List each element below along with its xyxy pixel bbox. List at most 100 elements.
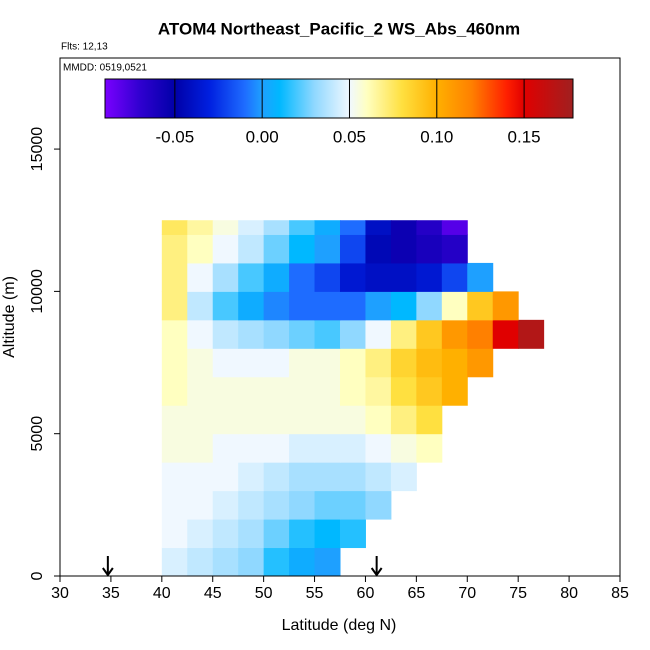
heat-cell [187, 519, 214, 549]
colorbar [104, 78, 574, 119]
heat-cell [416, 405, 443, 435]
heat-cell [416, 348, 443, 378]
x-tick-label: 55 [306, 585, 324, 602]
heat-cell [340, 462, 366, 492]
heat-cell [187, 547, 214, 577]
x-tick-label: 50 [255, 585, 273, 602]
heat-cell [161, 234, 188, 264]
colorbar-tick-label: 0.10 [420, 127, 453, 146]
heat-cell [212, 462, 239, 492]
heat-cell [161, 433, 188, 463]
x-tick-label: 75 [509, 585, 527, 602]
heat-cell [390, 291, 417, 321]
heat-cell [187, 291, 214, 321]
heat-cell [518, 319, 545, 349]
heat-cell [238, 220, 265, 235]
heat-cell [289, 462, 316, 492]
x-axis-label: Latitude (deg N) [282, 617, 397, 634]
heat-cell [263, 547, 290, 577]
heat-cell [467, 319, 494, 349]
heat-cell [161, 462, 188, 492]
heat-cell [492, 319, 519, 349]
heat-cell [238, 376, 265, 406]
heat-cell [212, 547, 239, 577]
heat-cell [187, 319, 214, 349]
arrow [102, 556, 114, 577]
heat-cell [263, 462, 290, 492]
heat-cell [340, 376, 366, 406]
colorbar-tick-label: -0.05 [155, 127, 194, 146]
heat-cell [187, 220, 214, 235]
heat-cell [416, 262, 443, 292]
heat-cell [340, 433, 366, 463]
colorbar-tick-label: 0.00 [246, 127, 279, 146]
heat-cell [187, 433, 214, 463]
y-tick-label: 10000 [29, 269, 46, 314]
heat-cell [314, 348, 341, 378]
heat-cell [390, 220, 417, 235]
heat-cell [289, 234, 316, 264]
heat-cell [187, 262, 214, 292]
heat-cell [467, 262, 494, 292]
y-axis-label: Altitude (m) [1, 276, 18, 358]
x-tick-label: 85 [611, 585, 629, 602]
heat-cell [238, 490, 265, 520]
plot-frame [59, 57, 621, 577]
heat-cell [187, 348, 214, 378]
heat-cell [263, 291, 290, 321]
x-tick-label: 45 [204, 585, 222, 602]
colorbar-tick-label: 0.05 [333, 127, 366, 146]
heat-cell [416, 291, 443, 321]
heat-cell [390, 319, 417, 349]
heat-cell [161, 348, 188, 378]
heat-cell [263, 405, 290, 435]
heat-cell [289, 490, 316, 520]
heat-cell [314, 519, 341, 549]
y-tick-label: 0 [29, 571, 46, 580]
heat-cell [212, 490, 239, 520]
heat-cell [416, 376, 443, 406]
heat-cell [467, 291, 494, 321]
heat-cell [492, 291, 519, 321]
y-tick-label: 15000 [29, 127, 46, 172]
heat-cell [263, 519, 290, 549]
chart-title: ATOM4 Northeast_Pacific_2 WS_Abs_460nm [158, 19, 520, 38]
heat-cell [314, 319, 341, 349]
heat-cell [365, 220, 392, 235]
heat-cell [238, 234, 265, 264]
heat-cell [212, 433, 239, 463]
heat-cell [289, 433, 316, 463]
heat-cell [314, 291, 341, 321]
arrow-head [370, 567, 383, 577]
heat-cell [289, 547, 316, 577]
heat-cell [416, 220, 443, 235]
heat-cell [390, 462, 417, 492]
heat-cell [161, 262, 188, 292]
heat-cell [161, 405, 188, 435]
heat-cell [441, 262, 468, 292]
y-tick-label: 5000 [29, 416, 46, 452]
heat-cell [365, 319, 392, 349]
heat-cell [263, 433, 290, 463]
heat-cell [441, 376, 468, 406]
subtitle: Flts: 12,13 [61, 42, 108, 53]
heat-cell [390, 348, 417, 378]
heat-cell [314, 234, 341, 264]
x-tick-label: 80 [560, 585, 578, 602]
heat-cell [340, 262, 366, 292]
heat-cell [467, 348, 494, 378]
heat-cell [187, 376, 214, 406]
x-tick-label: 35 [102, 585, 120, 602]
heat-cell [289, 291, 316, 321]
heat-cell [212, 319, 239, 349]
heat-cell [263, 262, 290, 292]
heat-cell [340, 519, 366, 549]
heat-cell [416, 319, 443, 349]
heat-cell [289, 376, 316, 406]
heat-cell [314, 490, 341, 520]
heat-cell [314, 376, 341, 406]
heat-cell [212, 405, 239, 435]
x-tick-label: 70 [458, 585, 476, 602]
heat-cell [212, 262, 239, 292]
heat-cell [314, 433, 341, 463]
